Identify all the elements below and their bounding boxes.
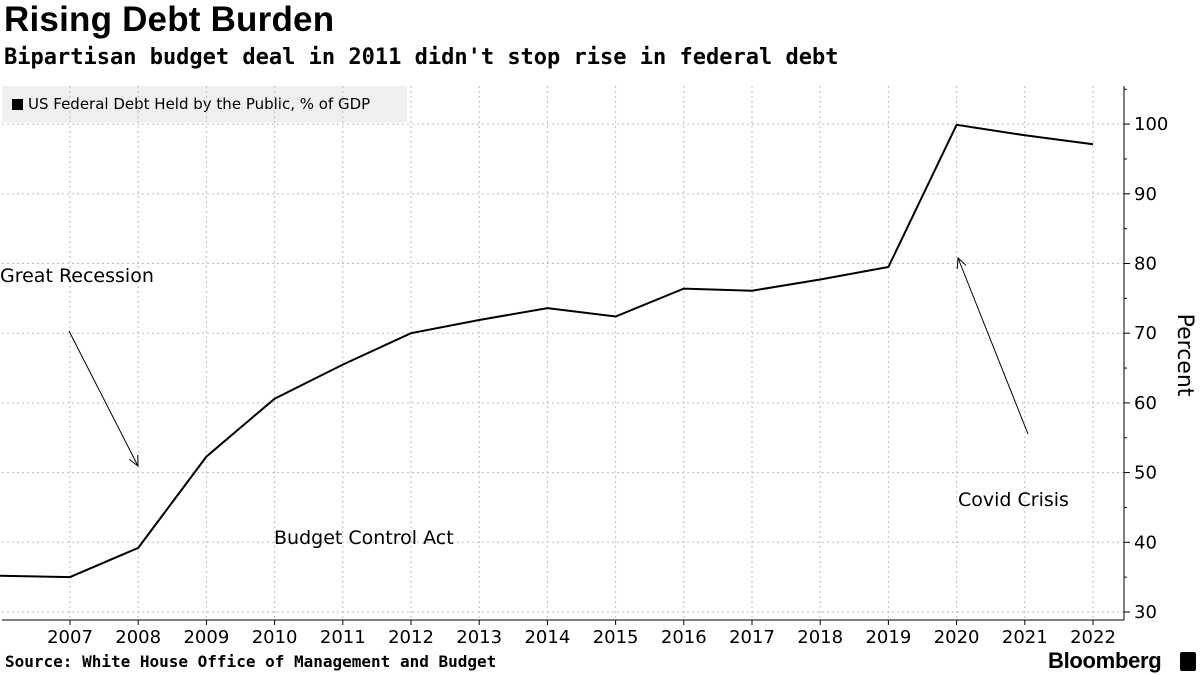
annotation-covid-crisis: Covid Crisis <box>958 489 1069 511</box>
x-tick-label: 2019 <box>865 627 911 648</box>
x-tick-label: 2018 <box>797 627 843 648</box>
x-axis: 2007 2008 2009 2010 2011 2012 2013 2014 2015 2016… <box>2 619 1124 648</box>
x-tick-label: 2020 <box>934 627 980 648</box>
grid-lines <box>2 86 1124 620</box>
arrow-covid-crisis-shaft <box>957 257 1029 435</box>
legend-label: US Federal Debt Held by the Public, % of… <box>28 95 371 113</box>
x-tick-label: 2008 <box>115 627 161 648</box>
y-tick-label: 50 <box>1134 463 1157 484</box>
legend-swatch <box>12 98 23 110</box>
x-tick-label: 2022 <box>1070 627 1116 648</box>
x-tick-label: 2021 <box>1002 627 1048 648</box>
x-tick-label: 2009 <box>183 627 229 648</box>
x-tick-label: 2007 <box>47 627 93 648</box>
x-tick-label: 2016 <box>661 627 707 648</box>
x-tick-label: 2017 <box>729 627 775 648</box>
y-axis-title: Percent <box>1172 314 1197 397</box>
arrow-covid-crisis <box>956 256 1029 435</box>
x-tick-label: 2014 <box>524 627 570 648</box>
y-tick-label: 100 <box>1134 114 1168 135</box>
arrow-great-recession-shaft <box>68 330 139 467</box>
annotation-budget-control-act: Budget Control Act <box>274 527 454 549</box>
chart-subtitle: Bipartisan budget deal in 2011 didn't st… <box>4 45 839 70</box>
arrow-great-recession-head <box>128 454 139 468</box>
x-tick-label: 2012 <box>388 627 434 648</box>
x-tick-label: 2015 <box>593 627 639 648</box>
y-tick-label: 80 <box>1134 254 1157 275</box>
x-tick-label: 2013 <box>456 627 502 648</box>
bloomberg-logo: Bloomberg <box>1048 648 1162 673</box>
x-tick-label: 2010 <box>252 627 298 648</box>
y-tick-label: 30 <box>1134 602 1157 623</box>
x-tick-label: 2011 <box>320 627 366 648</box>
y-tick-label: 40 <box>1134 532 1157 553</box>
y-tick-label: 90 <box>1134 184 1157 205</box>
arrow-covid-crisis-head <box>956 256 967 270</box>
y-tick-label: 60 <box>1134 393 1157 414</box>
series-group <box>0 123 1094 579</box>
source-note: Source: White House Office of Management… <box>5 652 497 671</box>
y-tick-label: 70 <box>1134 323 1157 344</box>
chart-title: Rising Debt Burden <box>4 0 335 39</box>
annotation-great-recession: Great Recession <box>0 265 154 287</box>
arrow-great-recession <box>68 330 139 468</box>
y-axis: 30 40 50 60 70 80 90 100 Percent <box>1123 86 1197 623</box>
series-line-debt <box>0 123 1094 579</box>
annotations: Great Recession Budget Control Act Covid C… <box>0 256 1069 549</box>
bloomberg-mark-icon <box>1180 652 1196 671</box>
